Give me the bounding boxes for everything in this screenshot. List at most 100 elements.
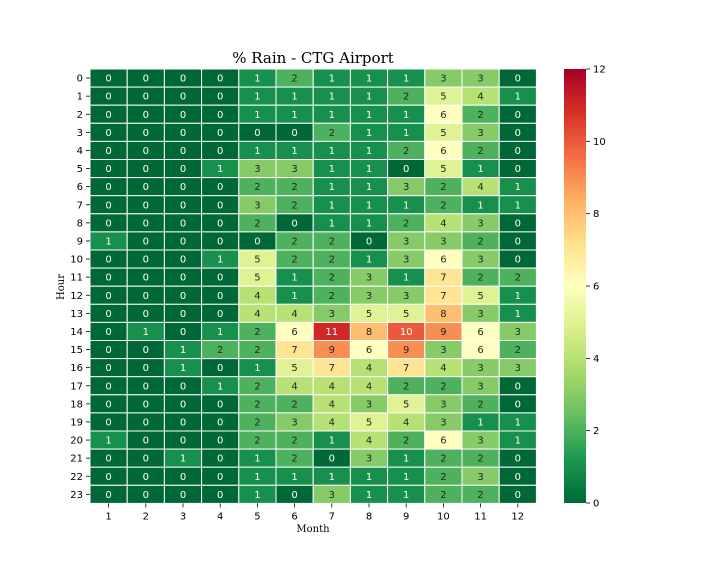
cell-value-label: 0 [105, 309, 111, 320]
cell-value-label: 2 [515, 273, 521, 284]
cell-value-label: 6 [440, 146, 446, 157]
cell-value-label: 1 [366, 472, 372, 483]
cell-value-label: 1 [515, 417, 521, 428]
cell-value-label: 0 [180, 182, 186, 193]
cell-value-label: 7 [440, 291, 446, 302]
y-tick-label: 13 [70, 309, 83, 320]
cell-value-label: 3 [440, 399, 446, 410]
cell-value-label: 1 [329, 472, 335, 483]
cell-value-label: 0 [105, 472, 111, 483]
cell-value-label: 3 [515, 363, 521, 374]
x-axis-ticks: 1 2 3 4 5 6 7 8 9 10 11 12 [105, 503, 524, 522]
cell-value-label: 2 [477, 273, 483, 284]
cell-value-label: 2 [403, 436, 409, 447]
cell-value-label: 1 [515, 291, 521, 302]
cell-value-label: 0 [515, 164, 521, 175]
cell-value-label: 1 [291, 146, 297, 157]
cell-value-label: 3 [477, 472, 483, 483]
cell-value-label: 2 [403, 218, 409, 229]
cell-value-label: 0 [254, 236, 260, 247]
cell-value-label: 0 [217, 399, 223, 410]
cell-value-label: 2 [329, 291, 335, 302]
cell-value-label: 5 [440, 164, 446, 175]
cell-value-label: 0 [217, 291, 223, 302]
cell-value-label: 2 [254, 218, 260, 229]
cell-value-label: 2 [291, 399, 297, 410]
y-tick-label: 2 [77, 110, 83, 121]
cell-value-label: 4 [440, 363, 446, 374]
cell-value-label: 0 [180, 164, 186, 175]
cell-value-label: 0 [515, 454, 521, 465]
cell-value-label: 0 [105, 74, 111, 85]
cell-value-label: 3 [440, 345, 446, 356]
cell-value-label: 5 [254, 255, 260, 266]
cell-value-label: 0 [180, 381, 186, 392]
cell-value-label: 0 [515, 74, 521, 85]
cell-value-label: 2 [440, 200, 446, 211]
cell-value-label: 0 [217, 74, 223, 85]
cell-value-label: 0 [217, 363, 223, 374]
cell-value-label: 2 [329, 255, 335, 266]
cell-value-label: 0 [217, 436, 223, 447]
cell-value-label: 0 [143, 164, 149, 175]
cell-value-label: 2 [254, 327, 260, 338]
cell-value-label: 2 [254, 182, 260, 193]
colorbar-tick-label: 12 [593, 65, 606, 76]
cell-value-label: 3 [403, 182, 409, 193]
cell-value-label: 3 [403, 236, 409, 247]
cell-value-label: 1 [105, 436, 111, 447]
cell-value-label: 0 [105, 291, 111, 302]
cell-value-label: 0 [143, 273, 149, 284]
cell-value-label: 0 [515, 110, 521, 121]
cell-value-label: 3 [477, 436, 483, 447]
cell-value-label: 3 [440, 417, 446, 428]
cell-value-label: 0 [105, 454, 111, 465]
cell-value-label: 0 [217, 128, 223, 139]
cell-value-label: 3 [291, 417, 297, 428]
cell-value-label: 0 [143, 74, 149, 85]
cell-value-label: 0 [217, 309, 223, 320]
cell-value-label: 0 [180, 291, 186, 302]
cell-value-label: 0 [180, 128, 186, 139]
x-tick-label: 12 [511, 511, 524, 522]
cell-value-label: 4 [329, 399, 335, 410]
cell-value-label: 0 [217, 200, 223, 211]
cell-value-label: 0 [143, 182, 149, 193]
cell-value-label: 0 [105, 164, 111, 175]
cell-value-label: 3 [440, 74, 446, 85]
cell-value-label: 0 [143, 128, 149, 139]
cell-value-label: 4 [366, 381, 372, 392]
cell-value-label: 1 [254, 92, 260, 103]
cell-value-label: 3 [477, 128, 483, 139]
y-tick-label: 6 [77, 182, 83, 193]
cell-value-label: 2 [477, 110, 483, 121]
cell-value-label: 1 [329, 110, 335, 121]
cell-value-label: 5 [366, 417, 372, 428]
cell-value-label: 0 [329, 454, 335, 465]
cell-value-label: 0 [143, 381, 149, 392]
cell-value-label: 0 [180, 74, 186, 85]
cell-value-label: 0 [254, 128, 260, 139]
cell-value-label: 3 [477, 309, 483, 320]
cell-value-label: 1 [515, 200, 521, 211]
y-tick-label: 0 [77, 74, 83, 85]
cell-value-label: 4 [291, 381, 297, 392]
y-tick-label: 10 [70, 255, 83, 266]
cell-value-label: 0 [180, 218, 186, 229]
cell-value-label: 1 [329, 182, 335, 193]
cell-value-label: 1 [403, 128, 409, 139]
cell-value-label: 1 [329, 74, 335, 85]
cell-value-label: 3 [291, 164, 297, 175]
y-axis-label: Hour [56, 274, 67, 300]
cell-value-label: 1 [291, 92, 297, 103]
cell-value-label: 1 [180, 345, 186, 356]
cell-value-label: 0 [143, 417, 149, 428]
cell-value-label: 0 [180, 273, 186, 284]
cell-value-label: 1 [105, 236, 111, 247]
cell-value-label: 0 [180, 436, 186, 447]
cell-value-label: 3 [515, 327, 521, 338]
cell-value-label: 0 [217, 110, 223, 121]
cell-value-label: 2 [477, 236, 483, 247]
cell-value-label: 9 [440, 327, 446, 338]
